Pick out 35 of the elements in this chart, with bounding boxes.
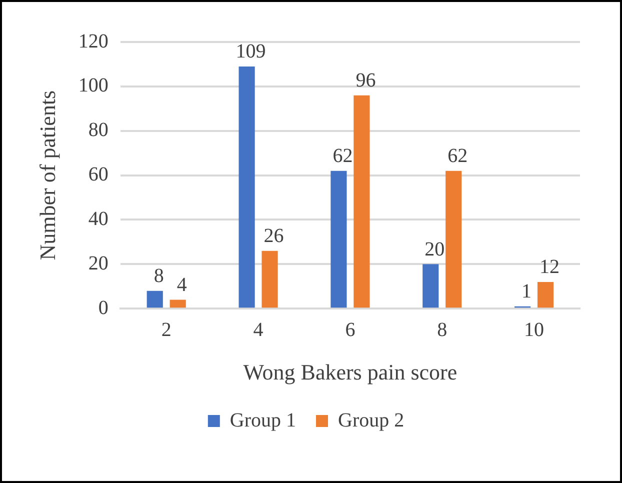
x-tick-label: 8: [437, 318, 448, 341]
data-label: 1: [522, 280, 532, 303]
x-axis-title: Wong Bakers pain score: [243, 360, 458, 385]
bar: [330, 170, 347, 308]
y-tick-label: 100: [78, 74, 108, 97]
y-tick-label: 120: [78, 30, 108, 52]
y-tick-label: 60: [88, 164, 108, 186]
x-tick-label: 2: [161, 318, 172, 341]
y-axis-title: Number of patients: [34, 90, 60, 260]
y-tick-label: 20: [88, 252, 108, 274]
legend-label: Group 1: [230, 409, 296, 432]
bar: [238, 66, 255, 308]
bar: [170, 300, 186, 308]
data-label: 8: [154, 265, 164, 288]
bar: [422, 264, 439, 308]
legend-label: Group 2: [338, 409, 404, 432]
x-tick-label: 10: [524, 318, 544, 341]
data-label: 96: [356, 70, 376, 92]
y-tick-label: 0: [98, 296, 108, 319]
data-label: 12: [540, 256, 560, 278]
bar: [537, 282, 554, 308]
data-label: 109: [236, 40, 266, 63]
y-tick-label: 40: [88, 208, 108, 230]
data-label: 62: [448, 145, 468, 168]
data-label: 26: [264, 225, 284, 248]
bar: [354, 95, 370, 308]
data-label: 4: [176, 274, 187, 296]
y-tick-label: 80: [88, 119, 108, 142]
bar: [262, 250, 278, 308]
data-label: 20: [424, 238, 445, 260]
x-tick-label: 6: [345, 318, 356, 341]
bar: [446, 170, 462, 308]
x-tick-label: 4: [253, 318, 264, 341]
data-label: 62: [332, 145, 353, 168]
bar: [146, 290, 163, 308]
